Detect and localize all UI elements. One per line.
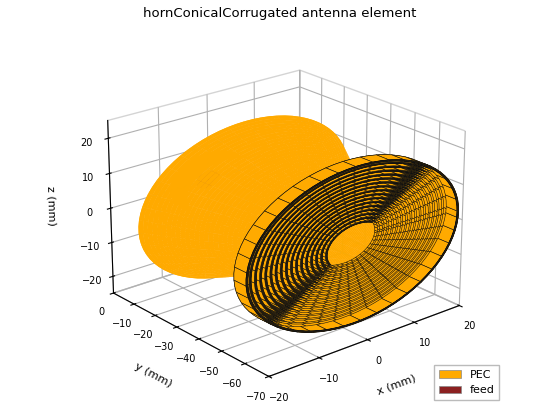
- Legend: PEC, feed: PEC, feed: [435, 365, 500, 400]
- Y-axis label: y (mm): y (mm): [133, 361, 174, 389]
- X-axis label: x (mm): x (mm): [376, 373, 418, 396]
- Title: hornConicalCorrugated antenna element: hornConicalCorrugated antenna element: [143, 7, 417, 20]
